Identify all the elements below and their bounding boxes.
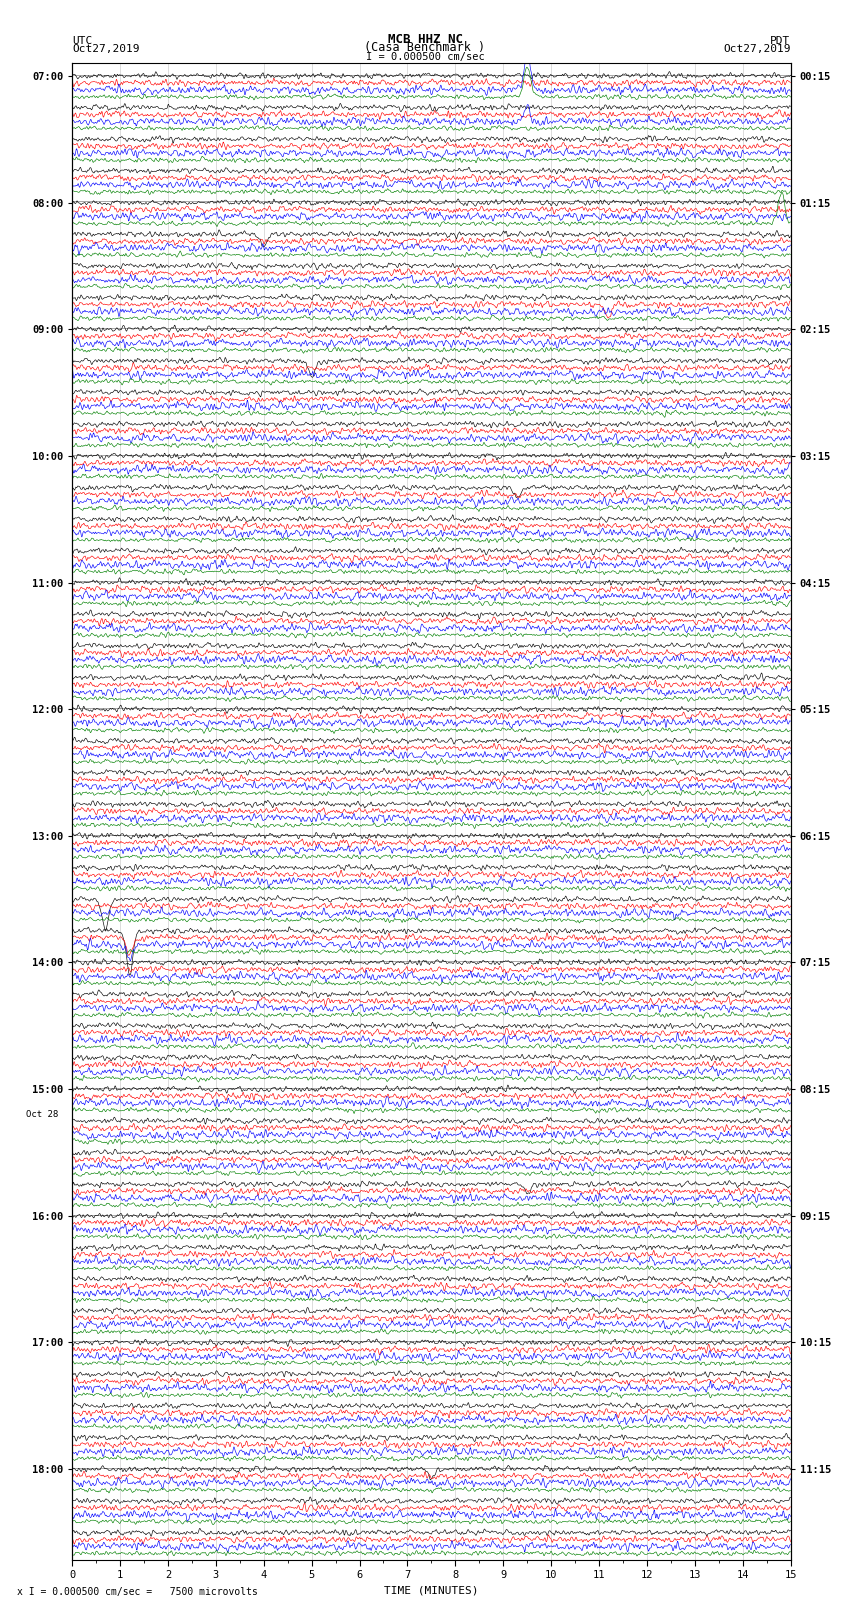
X-axis label: TIME (MINUTES): TIME (MINUTES) [384, 1586, 479, 1595]
Text: I = 0.000500 cm/sec: I = 0.000500 cm/sec [366, 52, 484, 63]
Text: Oct 28: Oct 28 [26, 1110, 58, 1119]
Text: Oct27,2019: Oct27,2019 [72, 44, 139, 53]
Text: UTC: UTC [72, 35, 93, 45]
Text: PDT: PDT [770, 35, 790, 45]
Text: Oct27,2019: Oct27,2019 [723, 44, 791, 53]
Text: x I = 0.000500 cm/sec =   7500 microvolts: x I = 0.000500 cm/sec = 7500 microvolts [17, 1587, 258, 1597]
Text: (Casa Benchmark ): (Casa Benchmark ) [365, 40, 485, 53]
Text: MCB HHZ NC: MCB HHZ NC [388, 32, 462, 45]
